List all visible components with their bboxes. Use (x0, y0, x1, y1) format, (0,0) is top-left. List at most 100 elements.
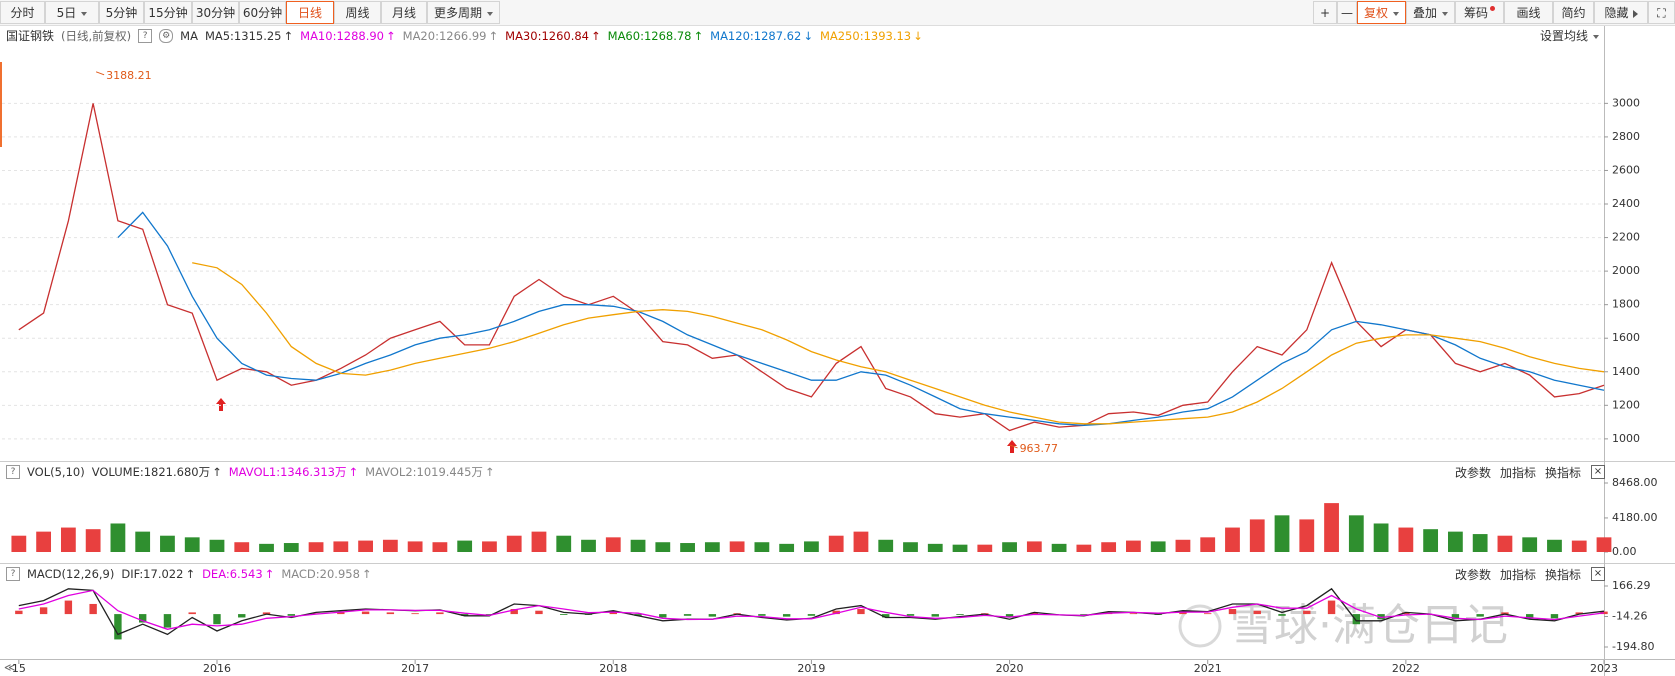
volume-bar (1398, 527, 1414, 552)
indicator-arrow: ↑ (361, 567, 372, 581)
pane-button[interactable]: 改参数 (1455, 568, 1492, 582)
macd-bar (782, 614, 791, 617)
period-button[interactable]: 日线 (286, 1, 334, 24)
macd-bar (287, 614, 295, 616)
y-tick-label: -194.80 (1612, 640, 1654, 653)
volume-bar (308, 542, 324, 552)
low-arrow (216, 398, 226, 411)
tool-button[interactable]: — (1337, 1, 1357, 24)
tool-button[interactable]: 简约 (1553, 1, 1594, 24)
annotation-leader (1009, 444, 1018, 449)
pane-button[interactable]: 加指标 (1500, 466, 1537, 480)
macd-bar (1550, 614, 1559, 619)
volume-bar (1002, 542, 1017, 552)
volume-bar (630, 539, 646, 552)
macd-bar (386, 612, 395, 615)
scroll-left[interactable]: ≪ (4, 661, 16, 674)
volume-bar (779, 543, 795, 552)
indicator-arrow: ↑ (386, 29, 396, 43)
y-tick-label: 1400 (1612, 365, 1640, 378)
macd-bar (609, 612, 617, 615)
volume-bar (1076, 544, 1092, 552)
macd-bar (1104, 612, 1113, 615)
macd-bar (1402, 612, 1410, 615)
pane-button[interactable]: 加指标 (1500, 568, 1537, 582)
tool-button[interactable]: 复权 (1357, 1, 1406, 24)
macd-bar (1030, 612, 1039, 615)
volume-bar (382, 539, 398, 552)
volume-bar (358, 540, 373, 552)
indicator-arrow: ↑ (348, 465, 359, 479)
period-button[interactable]: 30分钟 (192, 1, 239, 24)
volume-bar (36, 531, 52, 552)
volume-bar (1051, 543, 1067, 552)
volume-bar (556, 535, 572, 552)
x-tick-label: 2020 (996, 662, 1024, 675)
period-button[interactable]: 月线 (381, 1, 427, 24)
indicator-value: MA10:1288.90 (300, 29, 384, 43)
pane-button[interactable]: 换指标 (1545, 466, 1582, 480)
indicator-value: VOLUME:1821.680万 (91, 465, 211, 479)
help-icon[interactable]: ? (6, 465, 20, 479)
macd-bar (1253, 610, 1261, 615)
macd-bar (832, 610, 840, 615)
macd-title: MACD(12,26,9) (27, 567, 115, 581)
macd-bar (584, 614, 593, 615)
period-button[interactable]: 分时 (0, 1, 45, 24)
tool-button[interactable]: 画线 (1504, 1, 1553, 24)
tool-button[interactable]: + (1313, 1, 1337, 24)
period-button[interactable]: 5日 (45, 1, 99, 24)
volume-bar (1225, 527, 1240, 552)
x-tick-label: 2023 (1590, 662, 1618, 675)
volume-bar (1522, 537, 1538, 552)
annotation-label: 963.77 (1020, 442, 1059, 455)
volume-bar (1249, 519, 1265, 552)
macd-bar (460, 614, 469, 616)
volume-bar (482, 541, 497, 552)
pane-button[interactable]: 改参数 (1455, 466, 1492, 480)
indicator-value: MA5:1315.25 (204, 29, 282, 43)
volume-bar (1472, 534, 1488, 552)
macd-bar (1327, 600, 1336, 615)
indicator-value: DIF:17.022 (121, 567, 184, 581)
tool-button[interactable]: 隐藏 (1594, 1, 1648, 24)
macd-bar (956, 614, 964, 615)
fullscreen-button[interactable]: ⛶ (1648, 1, 1675, 24)
volume-header: ? VOL(5,10) VOLUME:1821.680万 ↑ MAVOL1:1346… (6, 463, 495, 481)
close-button[interactable]: × (1591, 465, 1605, 479)
volume-bar (209, 539, 225, 552)
volume-bar (1274, 515, 1290, 552)
y-tick-label: 2200 (1612, 231, 1640, 244)
close-button[interactable]: × (1591, 567, 1605, 581)
period-button[interactable]: 更多周期 (427, 1, 500, 24)
help-icon[interactable]: ? (138, 29, 153, 43)
macd-bar (411, 613, 419, 615)
macd-bar (1476, 614, 1484, 617)
tool-button[interactable]: 叠加 (1406, 1, 1455, 24)
help-icon[interactable]: ? (6, 567, 20, 581)
macd-bar (683, 614, 692, 616)
indicator-value: DEA:6.543 (202, 567, 263, 581)
volume-bar (234, 542, 250, 552)
pane-button[interactable]: 换指标 (1545, 568, 1582, 582)
macd-bar (659, 614, 667, 618)
volume-bar (506, 535, 522, 552)
period-button[interactable]: 5分钟 (99, 1, 144, 24)
volume-bar (1596, 537, 1612, 552)
indicator-arrow: ↑ (264, 567, 275, 581)
gear-icon[interactable]: ⚙ (159, 29, 174, 43)
macd-bar (114, 614, 122, 640)
volume-bar (729, 541, 745, 552)
indicator-value: MA250:1393.13 (819, 29, 912, 43)
period-button[interactable]: 15分钟 (144, 1, 192, 24)
volume-bar (1175, 539, 1191, 552)
y-tick-label: 1000 (1612, 432, 1640, 445)
tool-button[interactable]: 筹码 (1455, 1, 1504, 24)
volume-bar (283, 543, 299, 552)
annotation-leader (95, 71, 105, 76)
indicator-arrow: ↑ (283, 29, 294, 43)
ma-settings[interactable]: 设置均线 (1540, 27, 1599, 44)
indicator-arrow: ↑ (185, 567, 196, 581)
period-button[interactable]: 周线 (334, 1, 381, 24)
period-button[interactable]: 60分钟 (239, 1, 286, 24)
